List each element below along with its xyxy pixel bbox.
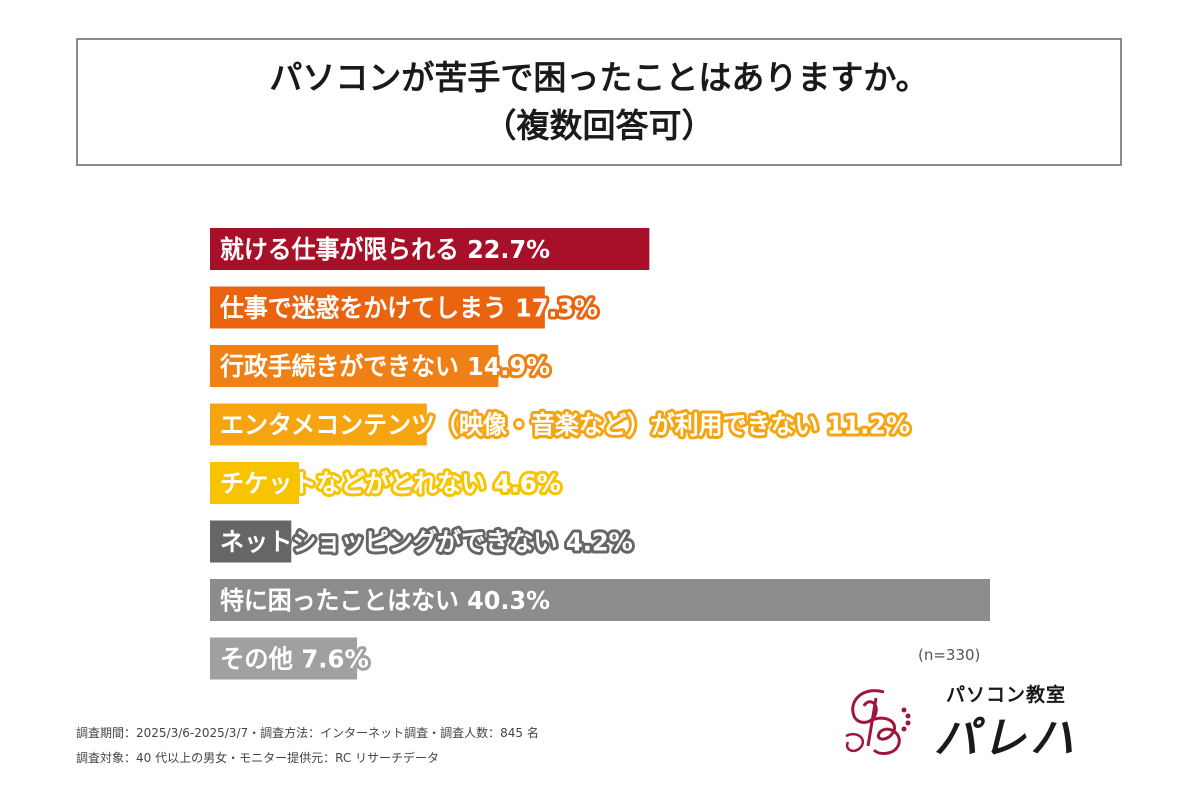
bar-label-1: 就ける仕事が限られる 22.7% [220,235,550,264]
bar-3 [210,345,499,387]
bar-8 [210,637,358,680]
chart-title-box: パソコンが苦手で困ったことはありますか。 （複数回答可） [76,38,1122,166]
bar-label-8: その他 7.6% [220,645,369,674]
chart-subtitle: （複数回答可） [483,106,715,145]
bar-2 [210,286,545,329]
logo-subtitle: パソコン教室 [946,684,1067,706]
logo-emblem-icon [845,689,911,755]
bar-4 [210,403,427,446]
bar-5 [210,462,300,504]
bar-1 [210,228,650,270]
logo-name: パレハ [934,713,1078,764]
bar-label-4: エンタメコンテンツ（映像・音楽など）が利用できない 11.2% [220,411,910,440]
survey-footnote-period: 調査期間：2025/3/6-2025/3/7・調査方法：インターネット調査・調査… [76,726,539,740]
bar-label-5: チケットなどがとれない 4.6% [220,469,561,498]
chart-title: パソコンが苦手で困ったことはありますか。 [269,58,929,97]
survey-footnote-target: 調査対象：40 代以上の男女・モニター提供元：RC リサーチデータ [76,751,440,765]
bar-label-3: 行政手続きができない 14.9% [219,352,550,381]
bar-label-2: 仕事で迷惑をかけてしまう 17.3% [219,294,598,323]
bar-label-6: ネットショッピングができない 4.2% [220,528,633,557]
sample-size-label: (n=330) [918,646,981,664]
bar-6 [210,520,292,563]
bar-7 [210,579,990,621]
bar-label-7: 特に困ったことはない 40.3% [220,586,550,615]
logo: パソコン教室 パレハ [838,680,1108,764]
